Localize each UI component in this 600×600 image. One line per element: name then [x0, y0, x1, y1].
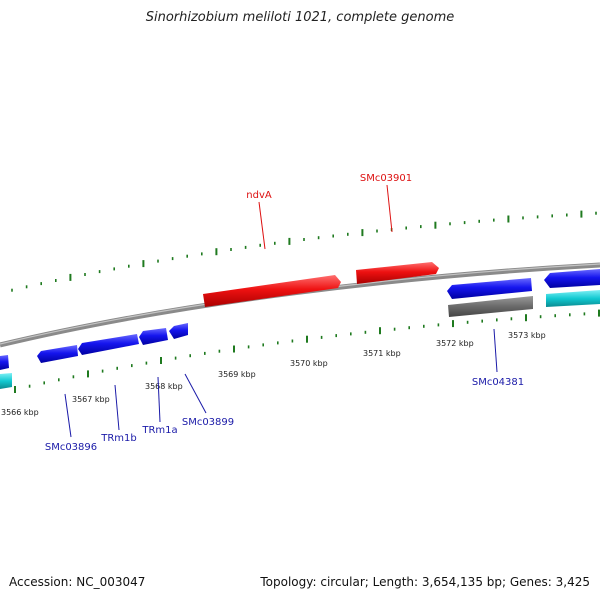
- gene-SMc04381[interactable]: [447, 278, 532, 299]
- scale-label: 3572 kbp: [436, 339, 474, 348]
- scale-label: 3569 kbp: [218, 370, 256, 379]
- gene-label-TRm1a: TRm1a: [141, 425, 177, 436]
- gene-right-edge-cyan[interactable]: [546, 290, 600, 307]
- gene-label-ndvA: ndvA: [246, 190, 272, 201]
- upper-tick-row: [11, 210, 597, 292]
- map-title: Sinorhizobium meliloti 1021, complete ge…: [145, 10, 455, 25]
- leader-line: [157, 376, 161, 423]
- genome-stats-text: Topology: circular; Length: 3,654,135 bp…: [260, 575, 590, 589]
- gene-label-SMc03896: SMc03896: [45, 442, 97, 453]
- gene-SMc03901[interactable]: [356, 262, 439, 284]
- leader-line: [114, 384, 120, 431]
- leader-line: [64, 393, 72, 438]
- gene-SMc03896[interactable]: [37, 345, 78, 363]
- gene-TRm1a[interactable]: [139, 328, 168, 345]
- gene-left-edge[interactable]: [0, 355, 9, 370]
- leader-line: [493, 328, 498, 373]
- gene-label-SMc04381: SMc04381: [472, 377, 524, 388]
- scale-label: 3573 kbp: [508, 331, 546, 340]
- gene-label-SMc03899: SMc03899: [182, 417, 234, 428]
- gene-ndvA[interactable]: [203, 275, 341, 307]
- lower-tick-row: [14, 309, 600, 393]
- leader-line: [258, 201, 266, 250]
- gene-label-SMc03901: SMc03901: [360, 173, 412, 184]
- gene-right-edge-blue[interactable]: [544, 269, 600, 288]
- scale-label: 3570 kbp: [290, 359, 328, 368]
- leader-line: [184, 373, 207, 414]
- gene-SMc03899[interactable]: [169, 323, 188, 339]
- scale-label: 3571 kbp: [363, 349, 401, 358]
- gene-gray[interactable]: [448, 296, 533, 317]
- leader-line: [386, 184, 393, 233]
- gene-left-edge-cyan[interactable]: [0, 373, 12, 389]
- accession-text: Accession: NC_003047: [9, 575, 146, 589]
- scale-label: 3566 kbp: [1, 408, 39, 417]
- gene-label-TRm1b: TRm1b: [100, 433, 137, 444]
- scale-label: 3567 kbp: [72, 395, 110, 404]
- scale-label: 3568 kbp: [145, 382, 183, 391]
- gene-TRm1b[interactable]: [78, 334, 139, 355]
